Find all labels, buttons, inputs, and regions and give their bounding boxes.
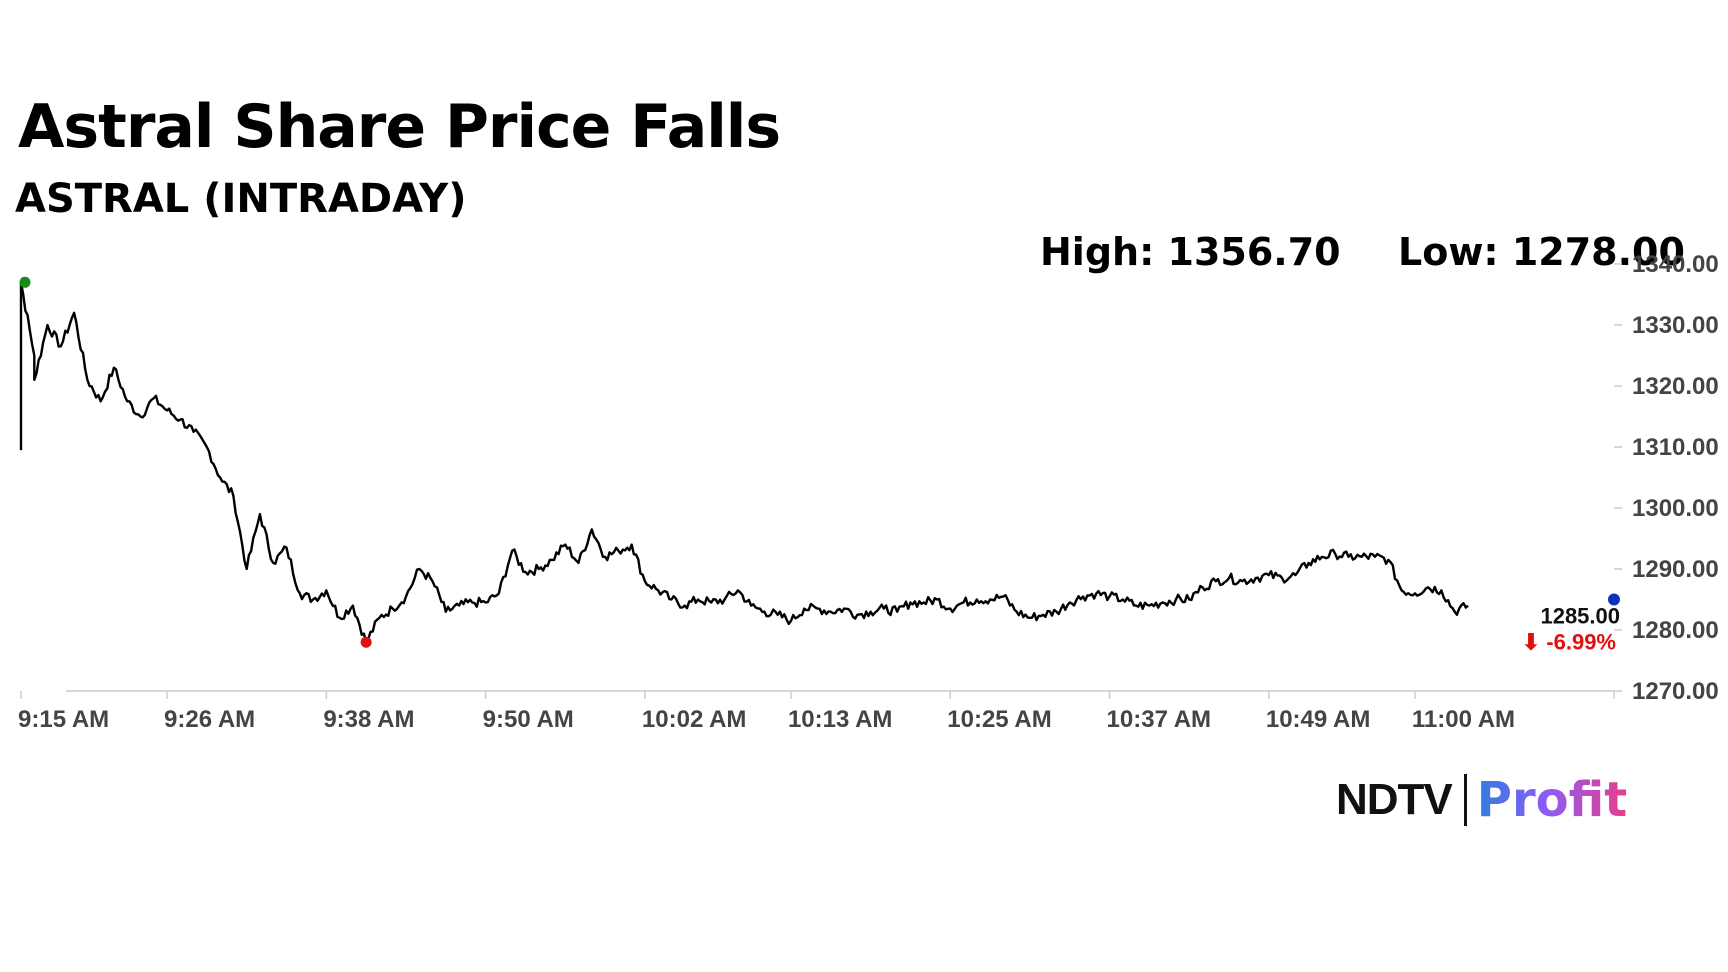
last-price-label: 1285.00 xyxy=(1540,604,1620,629)
change-percent-label: ⬇ -6.99% xyxy=(1522,630,1616,655)
logo-profit-text: Profit xyxy=(1476,772,1628,828)
x-tick-label: 9:38 AM xyxy=(323,706,414,733)
x-tick-label: 9:50 AM xyxy=(483,706,574,733)
y-tick-label: 1340.00 xyxy=(1632,251,1719,278)
y-tick-label: 1280.00 xyxy=(1632,617,1719,644)
x-tick-label: 10:13 AM xyxy=(788,706,892,733)
x-tick-label: 10:02 AM xyxy=(642,706,746,733)
y-tick-label: 1320.00 xyxy=(1632,373,1719,400)
price-line xyxy=(19,281,1469,644)
high-point-marker xyxy=(19,276,31,288)
y-tick-label: 1270.00 xyxy=(1632,678,1719,705)
x-tick-label: 10:37 AM xyxy=(1107,706,1211,733)
logo-ndtv-text: NDTV xyxy=(1336,775,1453,824)
chart-subtitle: ASTRAL (INTRADAY) xyxy=(15,176,467,222)
low-value-label: Low: 1278.00 xyxy=(1398,230,1685,274)
y-tick-label: 1300.00 xyxy=(1632,495,1719,522)
y-tick-label: 1290.00 xyxy=(1632,556,1719,583)
ndtv-profit-logo: NDTV Profit xyxy=(1336,772,1627,828)
x-tick-label: 10:25 AM xyxy=(947,706,1051,733)
last-price-marker xyxy=(1608,593,1620,606)
high-value-label: High: 1356.70 xyxy=(1040,230,1341,274)
x-tick-label: 9:26 AM xyxy=(164,706,255,733)
y-tick-label: 1330.00 xyxy=(1632,312,1719,339)
chart-title: Astral Share Price Falls xyxy=(18,92,781,162)
x-tick-label: 11:00 AM xyxy=(1412,706,1515,733)
y-tick-label: 1310.00 xyxy=(1632,434,1719,461)
logo-divider xyxy=(1463,774,1467,826)
x-tick-label: 10:49 AM xyxy=(1266,706,1370,733)
low-point-marker xyxy=(360,636,372,648)
x-tick-label: 9:15 AM xyxy=(18,706,109,733)
